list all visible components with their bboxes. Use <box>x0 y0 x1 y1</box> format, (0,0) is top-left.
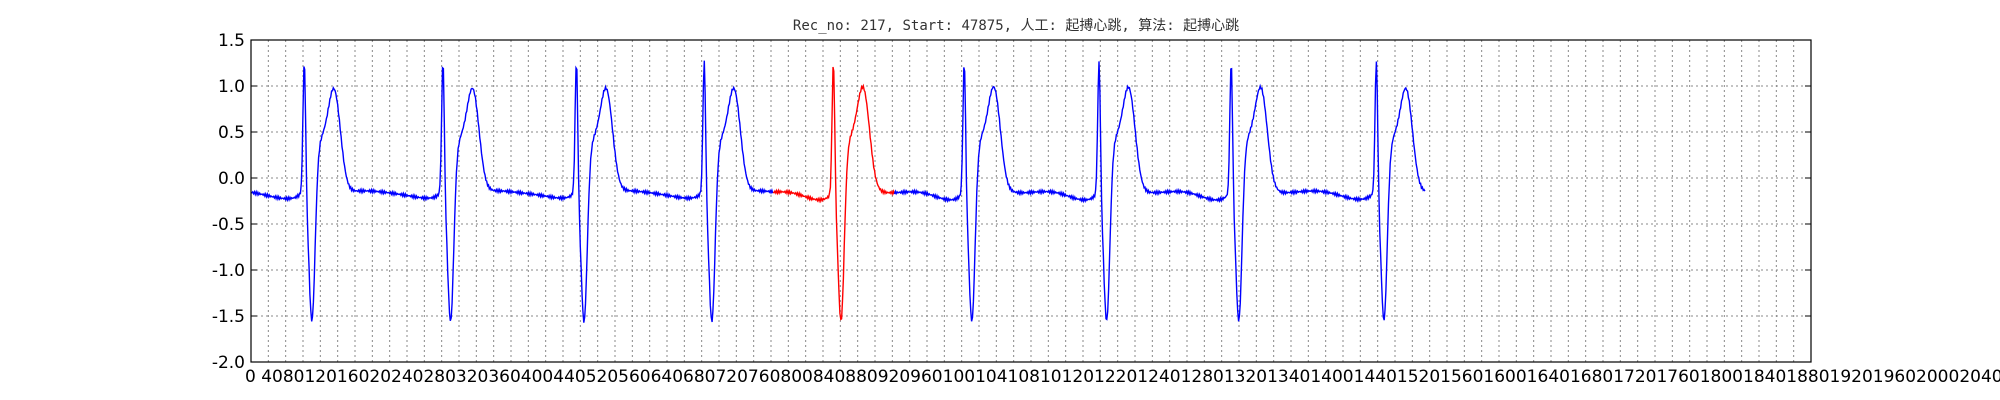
y-tick-label: -1.0 <box>212 261 245 281</box>
y-tick-label: 1.5 <box>218 31 245 51</box>
ecg-line-blue <box>250 60 774 323</box>
y-tick-label: -1.5 <box>212 307 245 327</box>
y-tick-label: -0.5 <box>212 215 245 235</box>
y-tick-label: 0.5 <box>218 123 245 143</box>
ecg-line-blue <box>893 61 1426 322</box>
y-tick-label: 0.0 <box>218 169 245 189</box>
plot-frame <box>250 39 1812 363</box>
grid-lines <box>251 40 1811 362</box>
y-tick-label: 1.0 <box>218 77 245 97</box>
y-tick-label: -2.0 <box>212 353 245 373</box>
y-axis: 1.5 1.0 0.5 0.0 -0.5 -1.0 -1.5 -2.0 <box>212 31 1811 373</box>
ecg-line-red <box>772 66 896 321</box>
chart-title: Rec_no: 217, Start: 47875, 人工: 起搏心跳, 算法:… <box>793 17 1239 34</box>
ecg-series <box>250 60 1426 323</box>
x-tick-labels: 0 40801201602024028032036040044052056064… <box>245 367 2000 387</box>
